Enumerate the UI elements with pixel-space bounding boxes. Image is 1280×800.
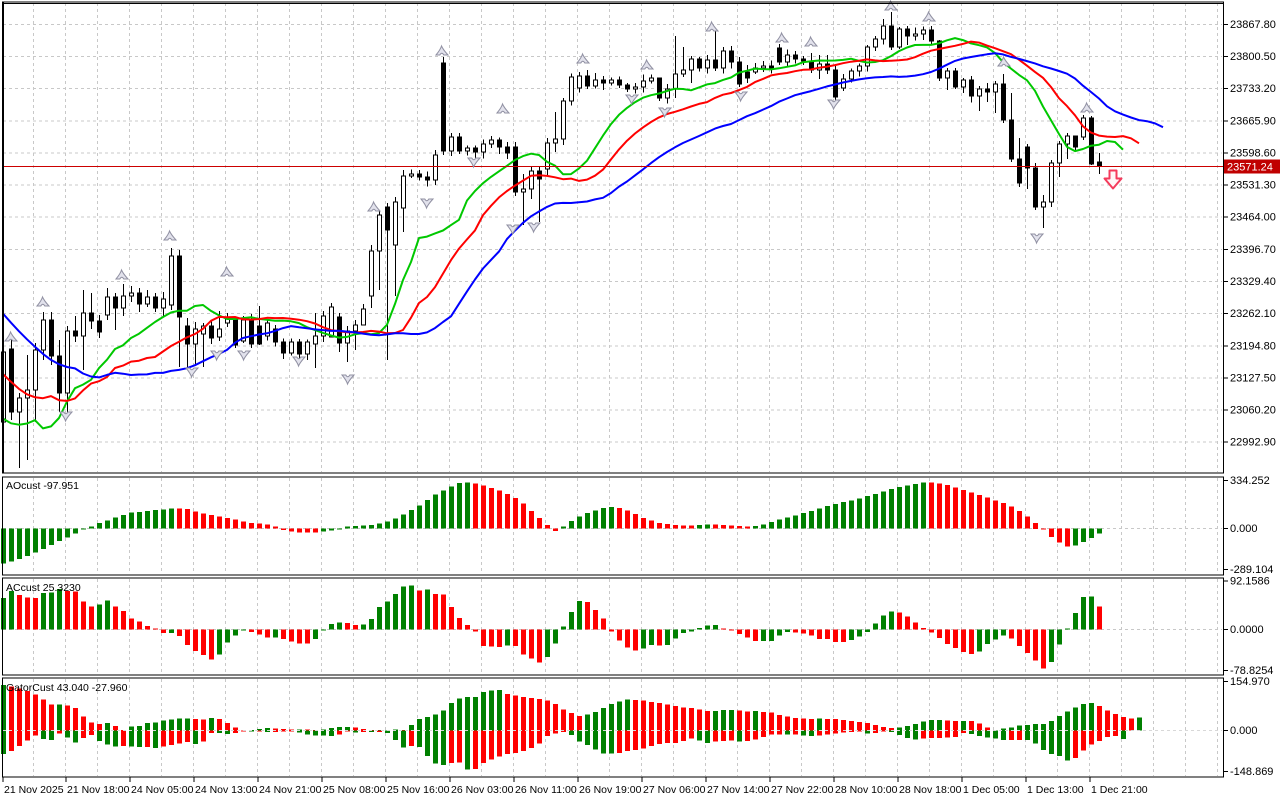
svg-text:23127.50: 23127.50 xyxy=(1230,372,1276,384)
svg-text:23396.70: 23396.70 xyxy=(1230,244,1276,256)
svg-text:1 Dec 21:00: 1 Dec 21:00 xyxy=(1091,784,1148,796)
svg-text:23867.80: 23867.80 xyxy=(1230,19,1276,31)
svg-text:27 Nov 22:00: 27 Nov 22:00 xyxy=(771,784,834,796)
svg-text:0.0000: 0.0000 xyxy=(1230,624,1264,636)
svg-text:23531.30: 23531.30 xyxy=(1230,180,1276,192)
svg-text:0.000: 0.000 xyxy=(1230,523,1258,535)
svg-text:23329.40: 23329.40 xyxy=(1230,276,1276,288)
svg-text:24 Nov 21:00: 24 Nov 21:00 xyxy=(259,784,322,796)
svg-text:28 Nov 18:00: 28 Nov 18:00 xyxy=(899,784,962,796)
svg-text:-289.104: -289.104 xyxy=(1230,564,1273,576)
svg-text:-148.869: -148.869 xyxy=(1230,766,1273,778)
svg-text:24 Nov 13:00: 24 Nov 13:00 xyxy=(195,784,258,796)
svg-text:21 Nov 2025: 21 Nov 2025 xyxy=(4,784,64,796)
svg-text:26 Nov 11:00: 26 Nov 11:00 xyxy=(515,784,577,796)
svg-text:334.252: 334.252 xyxy=(1230,475,1270,487)
svg-text:ACcust 25.3230: ACcust 25.3230 xyxy=(6,582,81,594)
svg-text:27 Nov 06:00: 27 Nov 06:00 xyxy=(643,784,706,796)
svg-text:1 Dec 05:00: 1 Dec 05:00 xyxy=(963,784,1020,796)
svg-text:0.000: 0.000 xyxy=(1230,725,1258,737)
svg-text:GatorCust 43.040 -27.960: GatorCust 43.040 -27.960 xyxy=(6,682,128,694)
svg-text:AOcust -97.951: AOcust -97.951 xyxy=(6,480,79,492)
svg-text:28 Nov 10:00: 28 Nov 10:00 xyxy=(835,784,898,796)
svg-text:23464.00: 23464.00 xyxy=(1230,212,1276,224)
svg-text:1 Dec 13:00: 1 Dec 13:00 xyxy=(1027,784,1084,796)
svg-text:25 Nov 16:00: 25 Nov 16:00 xyxy=(387,784,450,796)
svg-text:26 Nov 03:00: 26 Nov 03:00 xyxy=(451,784,514,796)
svg-text:23598.60: 23598.60 xyxy=(1230,148,1276,160)
svg-text:24 Nov 05:00: 24 Nov 05:00 xyxy=(131,784,194,796)
svg-text:92.1586: 92.1586 xyxy=(1230,575,1270,587)
svg-text:23060.20: 23060.20 xyxy=(1230,405,1276,417)
svg-text:23665.90: 23665.90 xyxy=(1230,115,1276,127)
svg-text:23194.80: 23194.80 xyxy=(1230,340,1276,352)
svg-text:22992.90: 22992.90 xyxy=(1230,437,1276,449)
svg-text:23800.50: 23800.50 xyxy=(1230,51,1276,63)
svg-text:23733.20: 23733.20 xyxy=(1230,83,1276,95)
svg-text:21 Nov 18:00: 21 Nov 18:00 xyxy=(67,784,130,796)
svg-text:154.970: 154.970 xyxy=(1230,676,1270,688)
svg-text:23262.10: 23262.10 xyxy=(1230,308,1276,320)
svg-text:25 Nov 08:00: 25 Nov 08:00 xyxy=(323,784,386,796)
svg-text:26 Nov 19:00: 26 Nov 19:00 xyxy=(579,784,642,796)
svg-text:27 Nov 14:00: 27 Nov 14:00 xyxy=(707,784,770,796)
svg-text:-78.8254: -78.8254 xyxy=(1230,665,1273,677)
svg-text:23571.24: 23571.24 xyxy=(1227,162,1273,174)
